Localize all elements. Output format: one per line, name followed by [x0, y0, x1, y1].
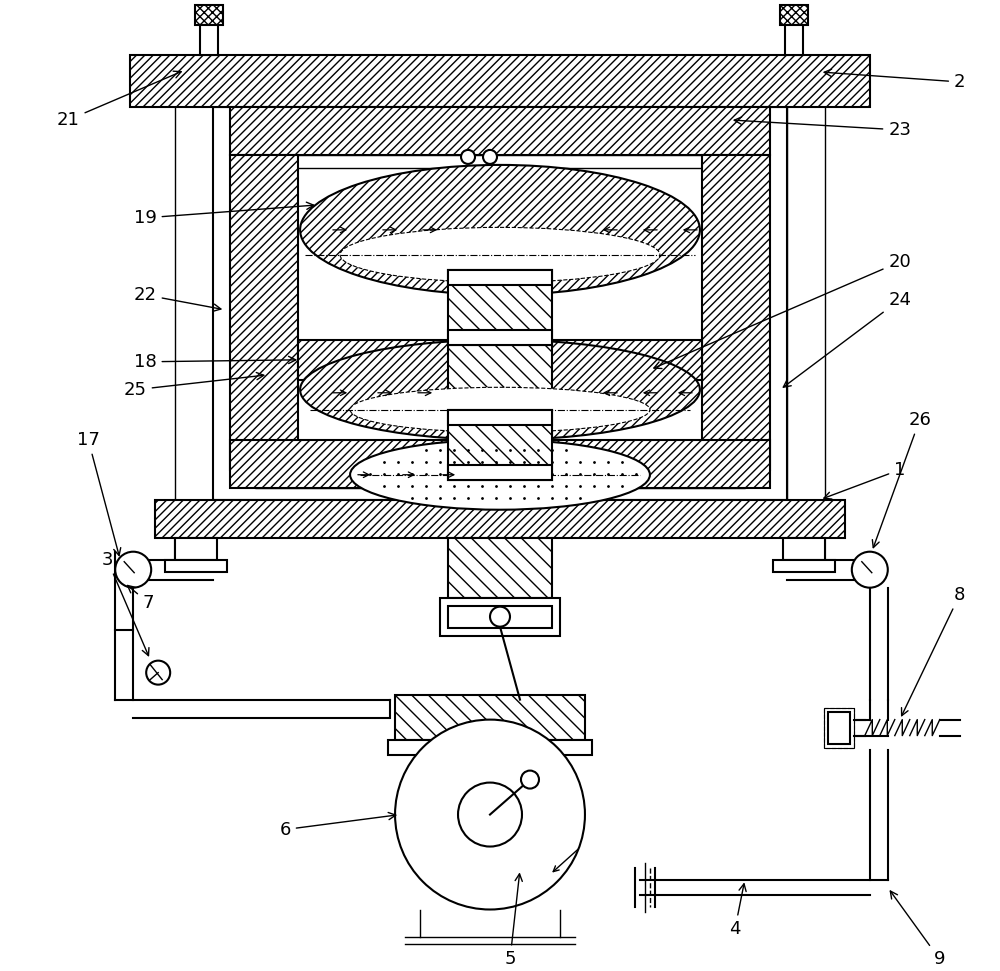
Text: 22: 22	[134, 285, 221, 312]
Bar	[130, 55, 870, 107]
Text: 25: 25	[124, 373, 264, 399]
Circle shape	[458, 783, 522, 847]
Text: 17: 17	[77, 431, 121, 555]
Bar	[270, 168, 730, 428]
Circle shape	[115, 552, 151, 587]
Bar	[448, 330, 552, 345]
Ellipse shape	[350, 387, 650, 432]
Bar	[165, 559, 227, 572]
Bar	[200, 25, 218, 55]
Text: 1: 1	[824, 461, 905, 499]
Bar	[175, 538, 217, 559]
Ellipse shape	[340, 227, 660, 283]
Bar	[448, 410, 552, 424]
Text: 18: 18	[134, 352, 296, 371]
Bar	[780, 5, 808, 25]
Bar	[213, 107, 787, 500]
Bar	[195, 5, 223, 25]
Bar	[448, 340, 552, 440]
Bar	[230, 155, 298, 470]
Text: 19: 19	[134, 202, 314, 227]
Bar	[270, 354, 730, 473]
Bar	[255, 340, 745, 487]
Ellipse shape	[300, 340, 700, 440]
Text: 24: 24	[783, 291, 911, 387]
Bar	[702, 155, 770, 470]
Bar	[448, 465, 552, 480]
Text: 7: 7	[128, 586, 154, 612]
Text: 3: 3	[101, 551, 149, 655]
Circle shape	[852, 552, 888, 587]
Text: 23: 23	[734, 117, 911, 139]
Ellipse shape	[350, 440, 650, 510]
Bar	[783, 538, 825, 559]
Text: 5: 5	[504, 874, 522, 968]
Bar	[448, 270, 552, 285]
Bar	[440, 598, 560, 636]
Bar	[175, 55, 213, 505]
Text: 2: 2	[824, 69, 965, 91]
Text: 21: 21	[57, 71, 181, 129]
Bar	[448, 410, 552, 480]
Bar	[230, 440, 770, 487]
Bar	[773, 559, 835, 572]
Bar	[395, 694, 585, 740]
Text: 4: 4	[729, 884, 746, 939]
Text: 8: 8	[902, 586, 965, 716]
Ellipse shape	[300, 165, 700, 295]
Bar	[448, 270, 552, 345]
Text: 26: 26	[872, 411, 931, 548]
Bar	[824, 708, 854, 748]
Bar	[828, 712, 850, 744]
Text: 20: 20	[654, 252, 911, 369]
Circle shape	[483, 150, 497, 164]
Circle shape	[461, 150, 475, 164]
Bar	[230, 107, 770, 155]
Bar	[785, 25, 803, 55]
Bar	[388, 740, 592, 754]
Bar	[255, 155, 745, 440]
Circle shape	[395, 720, 585, 910]
Bar	[298, 340, 702, 380]
Text: 6: 6	[279, 813, 396, 839]
Bar	[787, 55, 825, 505]
Text: 9: 9	[890, 891, 946, 968]
Bar	[448, 606, 552, 627]
Circle shape	[146, 660, 170, 685]
Bar	[155, 500, 845, 538]
Circle shape	[490, 607, 510, 626]
Circle shape	[521, 771, 539, 788]
Bar	[824, 708, 854, 748]
Bar	[448, 538, 552, 598]
